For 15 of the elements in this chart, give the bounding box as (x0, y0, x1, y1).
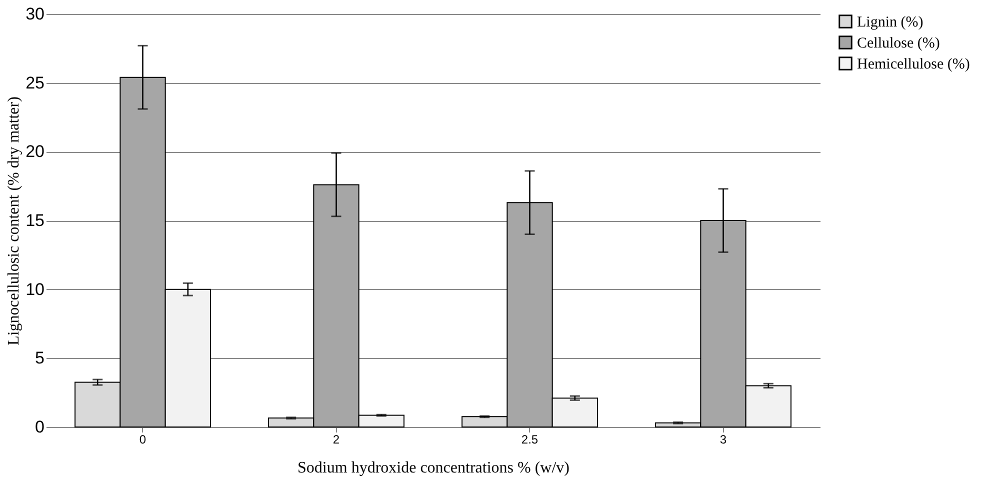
y-axis-title: Lignocellulosic content (% dry matter) (6, 96, 23, 346)
x-tick-label: 3 (720, 432, 727, 446)
x-tick-label: 2 (332, 432, 340, 446)
y-tick-label: 5 (35, 348, 44, 368)
y-tick-label: 20 (26, 142, 44, 162)
y-tick-label: 25 (26, 73, 44, 92)
x-axis-title: Sodium hydroxide concentrations % (w/v) (298, 460, 570, 476)
legend-label: Hemicellulose (%) (857, 56, 970, 72)
y-tick-label: 30 (26, 4, 44, 24)
x-tick-label: 2.5 (521, 432, 538, 446)
y-tick-label: 15 (26, 211, 44, 230)
x-tick-label: 0 (139, 432, 146, 446)
legend-label: Cellulose (%) (857, 36, 940, 52)
legend-label: Lignin (%) (857, 14, 924, 30)
y-tick-label: 10 (26, 280, 44, 299)
